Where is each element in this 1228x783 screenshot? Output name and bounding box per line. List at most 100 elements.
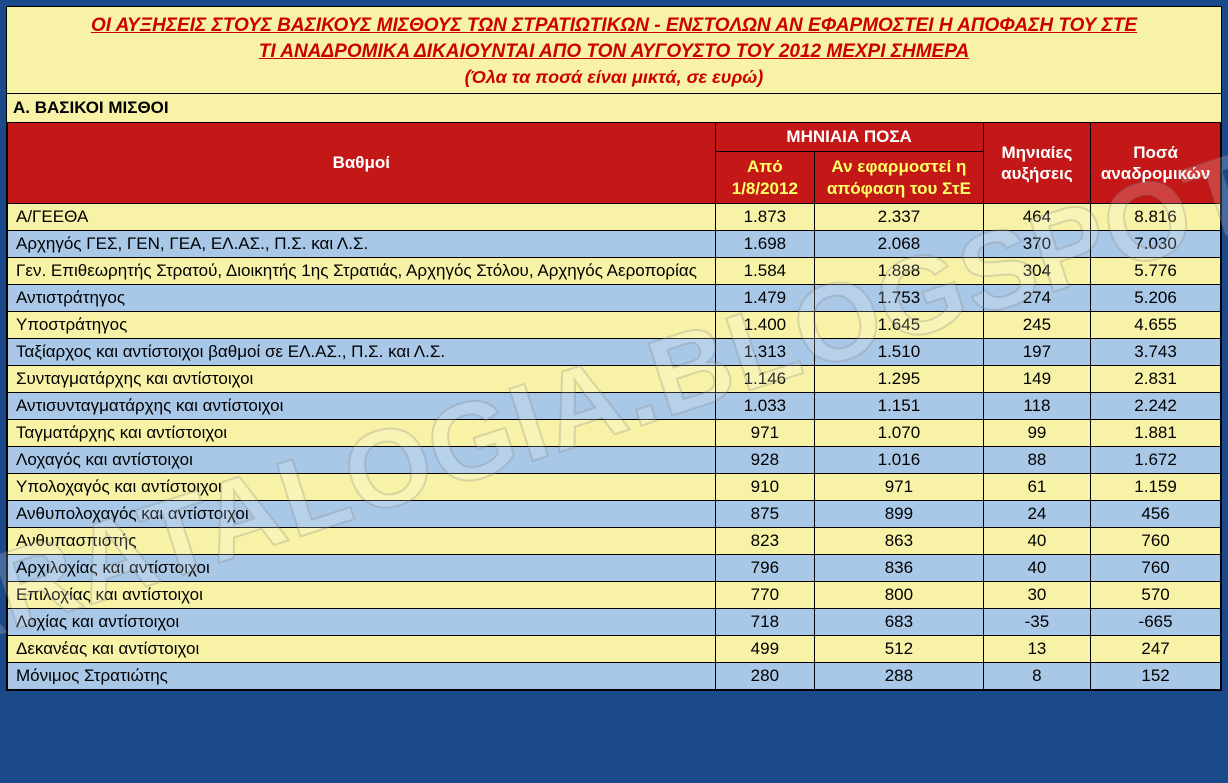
cell-applied: 1.888 [815,257,984,284]
cell-increase: 197 [983,338,1090,365]
cell-increase: 118 [983,392,1090,419]
cell-applied: 512 [815,635,984,662]
cell-applied: 1.645 [815,311,984,338]
cell-applied: 2.068 [815,230,984,257]
cell-rank: Μόνιμος Στρατιώτης [8,662,716,689]
cell-increase: -35 [983,608,1090,635]
table-row: Γεν. Επιθεωρητής Στρατού, Διοικητής 1ης … [8,257,1221,284]
col-header-if-applied: Αν εφαρμοστεί η απόφαση του ΣτΕ [815,152,984,204]
cell-retro: -665 [1091,608,1221,635]
cell-rank: Ανθυπασπιστής [8,527,716,554]
cell-from: 499 [715,635,815,662]
cell-retro: 152 [1091,662,1221,689]
cell-rank: Αντισυνταγματάρχης και αντίστοιχοι [8,392,716,419]
cell-applied: 1.510 [815,338,984,365]
title-line-2: ΤΙ ΑΝΑΔΡΟΜΙΚΑ ΔΙΚΑΙΟΥΝΤΑΙ ΑΠΟ ΤΟΝ ΑΥΓΟΥΣ… [11,39,1217,65]
cell-rank: Ταγματάρχης και αντίστοιχοι [8,419,716,446]
cell-from: 928 [715,446,815,473]
cell-applied: 2.337 [815,203,984,230]
cell-rank: Υποστράτηγος [8,311,716,338]
cell-increase: 88 [983,446,1090,473]
cell-from: 1.033 [715,392,815,419]
cell-applied: 1.753 [815,284,984,311]
cell-retro: 7.030 [1091,230,1221,257]
col-header-from-l1: Από [747,157,783,176]
table-row: Ανθυπασπιστής82386340760 [8,527,1221,554]
cell-retro: 760 [1091,554,1221,581]
cell-increase: 149 [983,365,1090,392]
col-header-from-date: Από 1/8/2012 [715,152,815,204]
cell-applied: 288 [815,662,984,689]
cell-rank: Αρχηγός ΓΕΣ, ΓΕΝ, ΓΕΑ, ΕΛ.ΑΣ., Π.Σ. και … [8,230,716,257]
cell-from: 1.873 [715,203,815,230]
cell-retro: 3.743 [1091,338,1221,365]
cell-retro: 4.655 [1091,311,1221,338]
col-header-retro-l1: Ποσά [1133,143,1178,162]
cell-increase: 370 [983,230,1090,257]
cell-retro: 570 [1091,581,1221,608]
table-row: Αρχιλοχίας και αντίστοιχοι79683640760 [8,554,1221,581]
col-header-retro: Ποσά αναδρομικών [1091,123,1221,204]
cell-from: 1.313 [715,338,815,365]
table-row: Αντισυνταγματάρχης και αντίστοιχοι1.0331… [8,392,1221,419]
cell-applied: 971 [815,473,984,500]
cell-applied: 1.151 [815,392,984,419]
table-row: Α/ΓΕΕΘΑ1.8732.3374648.816 [8,203,1221,230]
cell-applied: 863 [815,527,984,554]
cell-retro: 8.816 [1091,203,1221,230]
title-block: ΟΙ ΑΥΞΗΣΕΙΣ ΣΤΟΥΣ ΒΑΣΙΚΟΥΣ ΜΙΣΘΟΥΣ ΤΩΝ Σ… [7,7,1221,93]
cell-increase: 61 [983,473,1090,500]
cell-from: 1.400 [715,311,815,338]
cell-from: 1.479 [715,284,815,311]
cell-from: 280 [715,662,815,689]
cell-applied: 899 [815,500,984,527]
cell-from: 718 [715,608,815,635]
cell-from: 910 [715,473,815,500]
cell-applied: 1.070 [815,419,984,446]
cell-from: 971 [715,419,815,446]
col-header-if-l2: απόφαση του ΣτΕ [827,179,971,198]
salary-table-body: Α/ΓΕΕΘΑ1.8732.3374648.816Αρχηγός ΓΕΣ, ΓΕ… [8,203,1221,689]
cell-retro: 5.776 [1091,257,1221,284]
salary-table: Βαθμοί ΜΗΝΙΑΙΑ ΠΟΣΑ Μηνιαίες αυξήσεις Πο… [7,122,1221,690]
main-panel: ΟΙ ΑΥΞΗΣΕΙΣ ΣΤΟΥΣ ΒΑΣΙΚΟΥΣ ΜΙΣΘΟΥΣ ΤΩΝ Σ… [6,6,1222,691]
table-row: Δεκανέας και αντίστοιχοι49951213247 [8,635,1221,662]
cell-from: 796 [715,554,815,581]
cell-retro: 2.242 [1091,392,1221,419]
cell-increase: 8 [983,662,1090,689]
table-row: Συνταγματάρχης και αντίστοιχοι1.1461.295… [8,365,1221,392]
table-row: Ανθυπολοχαγός και αντίστοιχοι87589924456 [8,500,1221,527]
col-header-from-l2: 1/8/2012 [732,179,798,198]
table-row: Ταγματάρχης και αντίστοιχοι9711.070991.8… [8,419,1221,446]
col-header-increase-l1: Μηνιαίες [1002,143,1073,162]
cell-applied: 836 [815,554,984,581]
cell-retro: 456 [1091,500,1221,527]
cell-increase: 40 [983,554,1090,581]
title-line-1: ΟΙ ΑΥΞΗΣΕΙΣ ΣΤΟΥΣ ΒΑΣΙΚΟΥΣ ΜΙΣΘΟΥΣ ΤΩΝ Σ… [11,13,1217,39]
table-row: Ταξίαρχος και αντίστοιχοι βαθμοί σε ΕΛ.Α… [8,338,1221,365]
cell-from: 770 [715,581,815,608]
cell-rank: Λοχίας και αντίστοιχοι [8,608,716,635]
cell-rank: Γεν. Επιθεωρητής Στρατού, Διοικητής 1ης … [8,257,716,284]
cell-increase: 245 [983,311,1090,338]
cell-rank: Ταξίαρχος και αντίστοιχοι βαθμοί σε ΕΛ.Α… [8,338,716,365]
table-row: Λοχίας και αντίστοιχοι718683-35-665 [8,608,1221,635]
cell-rank: Ανθυπολοχαγός και αντίστοιχοι [8,500,716,527]
cell-rank: Δεκανέας και αντίστοιχοι [8,635,716,662]
col-header-monthly-group: ΜΗΝΙΑΙΑ ΠΟΣΑ [715,123,983,152]
col-header-rank: Βαθμοί [8,123,716,204]
cell-increase: 99 [983,419,1090,446]
table-row: Λοχαγός και αντίστοιχοι9281.016881.672 [8,446,1221,473]
cell-rank: Α/ΓΕΕΘΑ [8,203,716,230]
cell-applied: 800 [815,581,984,608]
cell-retro: 5.206 [1091,284,1221,311]
col-header-increase-l2: αυξήσεις [1001,164,1073,183]
col-header-if-l1: Αν εφαρμοστεί η [831,157,966,176]
table-row: Μόνιμος Στρατιώτης2802888152 [8,662,1221,689]
cell-from: 875 [715,500,815,527]
cell-rank: Αρχιλοχίας και αντίστοιχοι [8,554,716,581]
section-a-heading: Α. ΒΑΣΙΚΟΙ ΜΙΣΘΟΙ [7,93,1221,122]
cell-rank: Αντιστράτηγος [8,284,716,311]
cell-increase: 13 [983,635,1090,662]
cell-retro: 760 [1091,527,1221,554]
